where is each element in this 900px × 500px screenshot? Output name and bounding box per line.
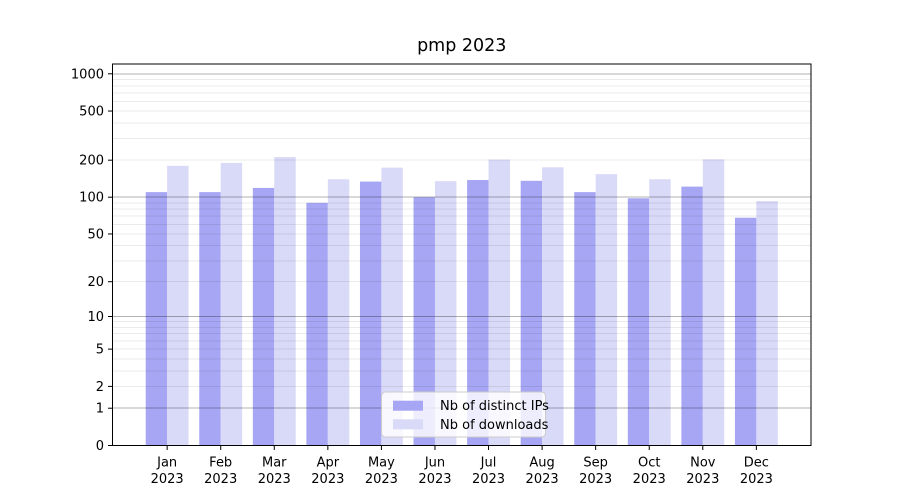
bar-apr-distinct-ips: [306, 202, 328, 446]
y-tick-label: 1000: [71, 67, 104, 82]
y-tick-label: 0: [96, 439, 104, 454]
y-tick-label: 2: [96, 380, 104, 395]
bar-jan-downloads: [167, 165, 189, 446]
legend-swatch-distinct-ips: [393, 400, 423, 411]
x-tick-label: Jun 2023: [418, 456, 451, 488]
y-tick-label: 100: [79, 191, 104, 206]
bar-jul-distinct-ips: [467, 180, 489, 446]
bar-nov-distinct-ips: [681, 186, 703, 446]
bar-feb-downloads: [220, 162, 243, 446]
bar-oct-distinct-ips: [627, 198, 650, 446]
legend: Nb of distinct IPs Nb of downloads: [381, 391, 549, 438]
bar-mar-distinct-ips: [252, 187, 275, 446]
grid-layer: [112, 73, 811, 409]
x-tick-label: Jul 2023: [472, 456, 505, 488]
y-tick-label: 50: [87, 227, 104, 242]
y-tick-label: 200: [79, 154, 104, 169]
bar-dec-downloads: [756, 201, 778, 446]
bar-apr-downloads: [327, 179, 350, 446]
bar-feb-distinct-ips: [199, 192, 221, 446]
y-tick-label: 500: [79, 105, 104, 120]
bars-layer: [145, 157, 778, 446]
bar-sep-downloads: [595, 174, 618, 446]
bar-may-distinct-ips: [359, 181, 382, 446]
chart-title: pmp 2023: [417, 36, 506, 56]
x-tick-label: Apr 2023: [311, 456, 344, 488]
x-tick-label: Oct 2023: [633, 456, 666, 488]
x-tick-label: Dec 2023: [740, 456, 773, 488]
plot-border: [112, 63, 812, 446]
y-tick-label: 20: [87, 275, 104, 290]
y-tick-label: 10: [87, 310, 104, 325]
y-tick-label: 5: [96, 343, 104, 358]
x-tick-label: Mar 2023: [258, 456, 291, 488]
bar-jul-downloads: [488, 159, 510, 446]
legend-swatch-downloads: [393, 419, 423, 430]
bar-may-downloads: [381, 167, 403, 446]
bar-jan-distinct-ips: [145, 192, 168, 446]
x-tick-label: Feb 2023: [204, 456, 237, 488]
bar-sep-distinct-ips: [574, 192, 596, 446]
bar-dec-distinct-ips: [734, 217, 757, 446]
x-tick-label: Aug 2023: [526, 456, 559, 488]
legend-label-downloads: Nb of downloads: [440, 418, 549, 433]
x-tick-label: May 2023: [365, 456, 398, 488]
bar-aug-downloads: [542, 167, 564, 446]
legend-label-distinct-ips: Nb of distinct IPs: [440, 399, 549, 414]
bar-nov-downloads: [702, 159, 725, 446]
bar-jun-downloads: [434, 181, 457, 446]
bar-oct-downloads: [649, 179, 671, 446]
x-tick-label: Nov 2023: [686, 456, 719, 488]
y-tick-label: 1: [96, 402, 104, 417]
bar-jun-distinct-ips: [413, 197, 435, 446]
x-tick-label: Sep 2023: [579, 456, 612, 488]
bar-mar-downloads: [274, 157, 296, 446]
bar-aug-distinct-ips: [520, 180, 543, 446]
x-tick-label: Jan 2023: [151, 456, 184, 488]
